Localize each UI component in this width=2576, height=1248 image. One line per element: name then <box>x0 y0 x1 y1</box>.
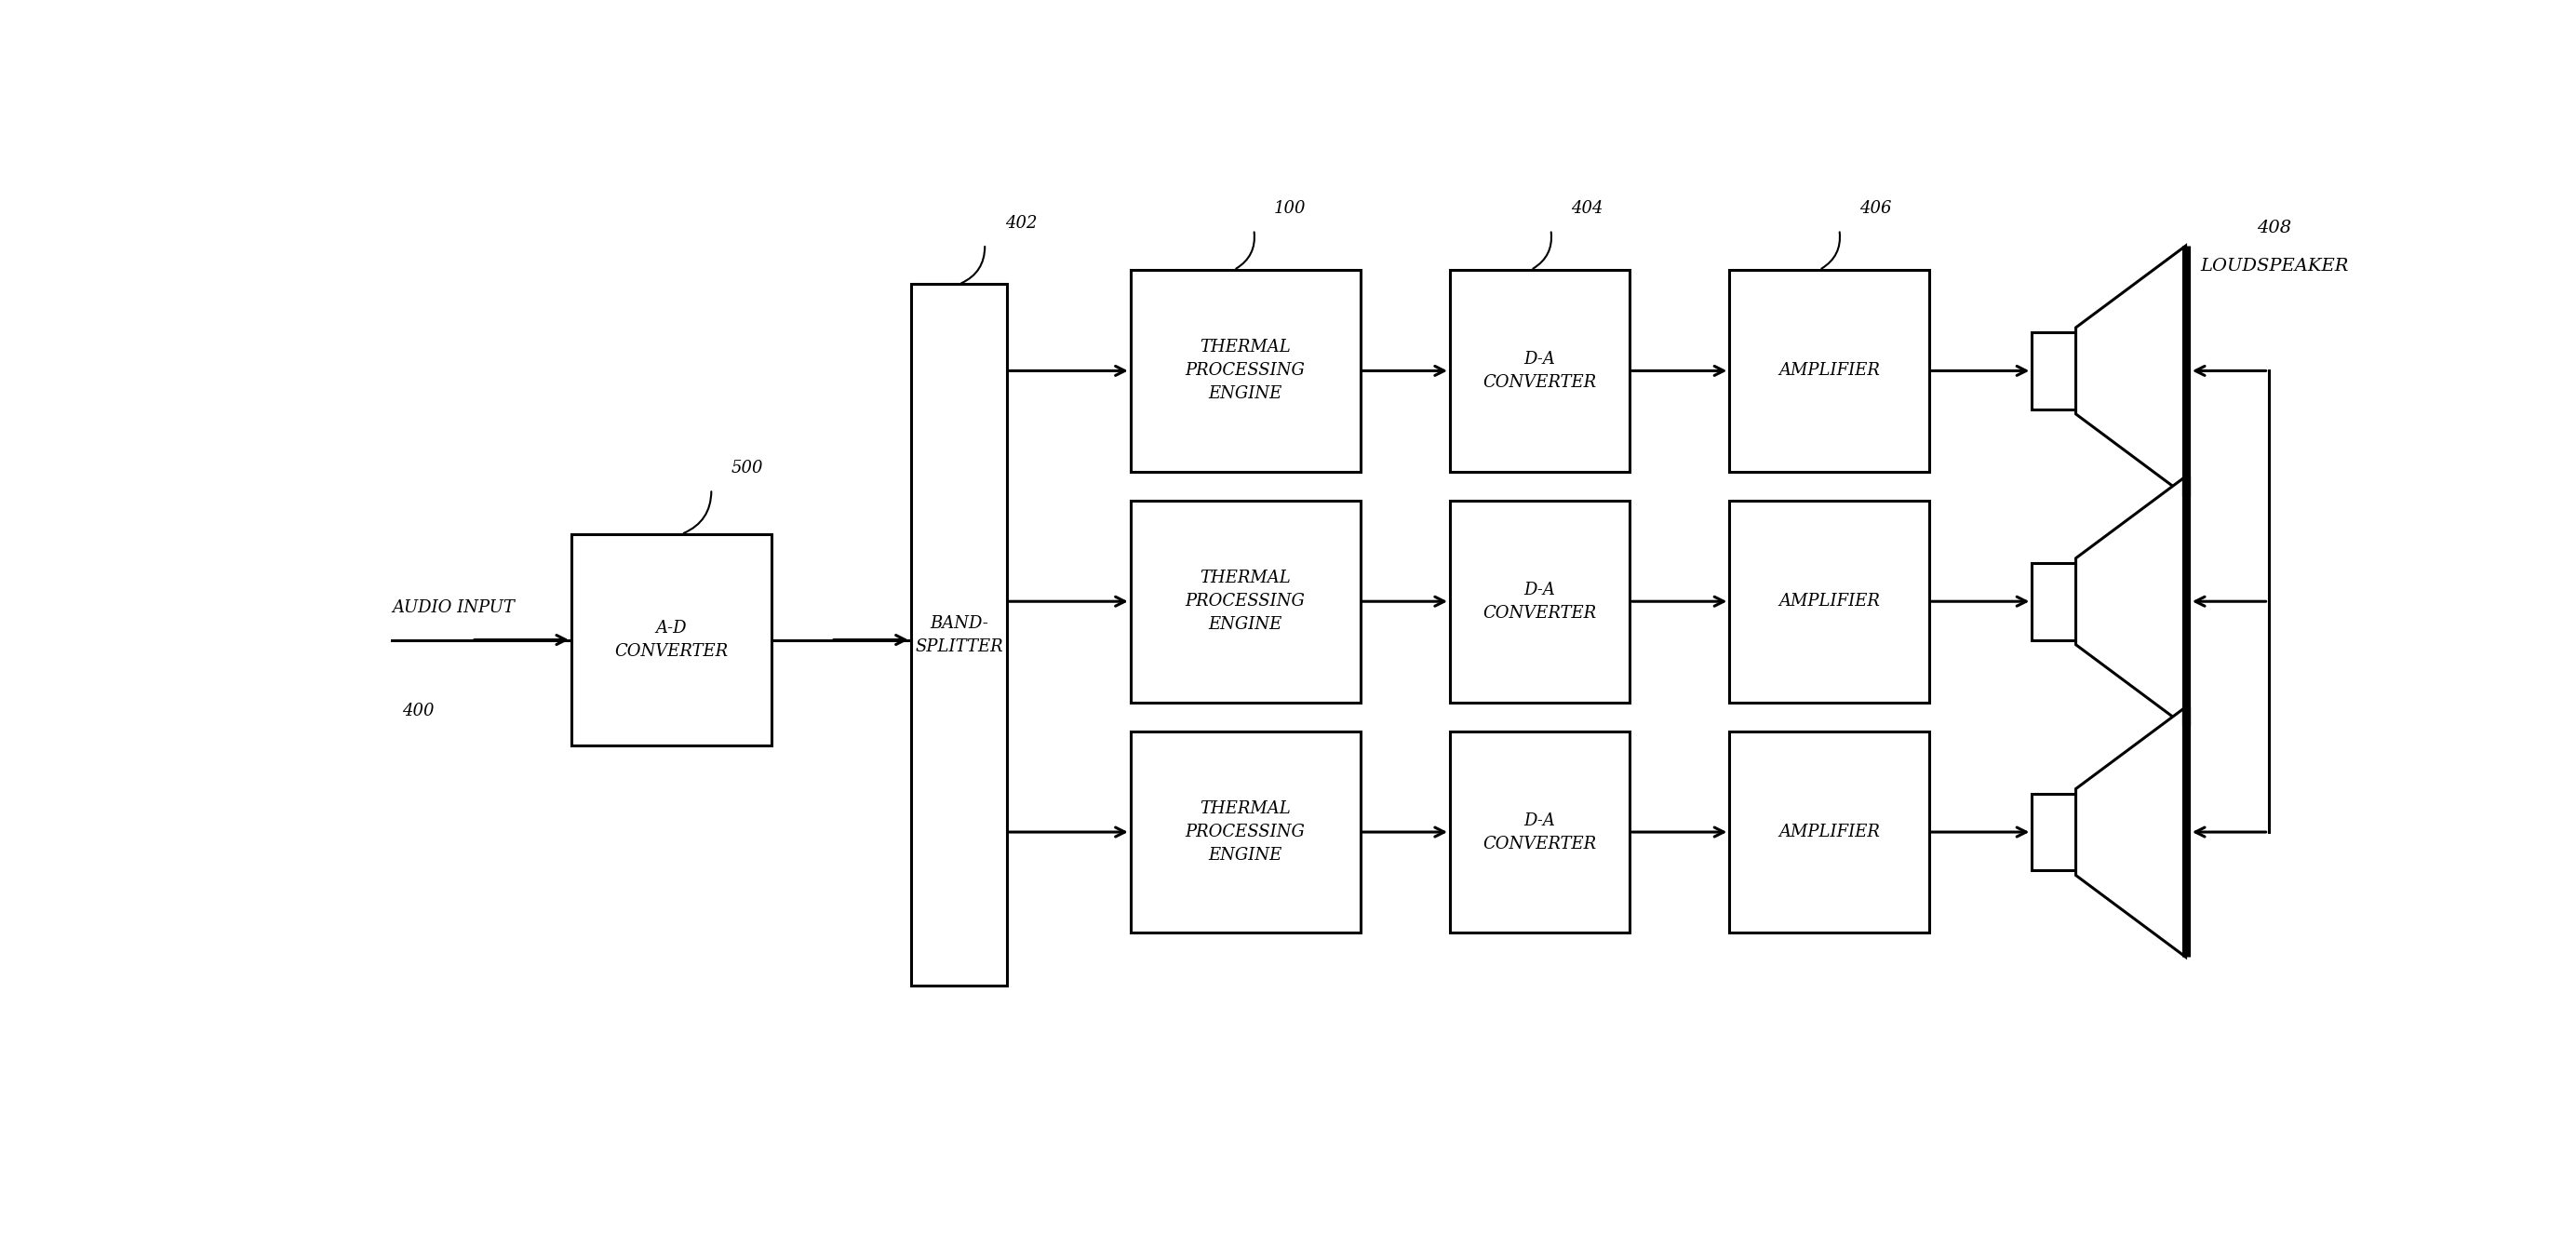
Text: AMPLIFIER: AMPLIFIER <box>1777 362 1880 379</box>
Bar <box>1450 731 1631 934</box>
Bar <box>912 285 1007 986</box>
Text: 400: 400 <box>402 703 433 719</box>
Text: AMPLIFIER: AMPLIFIER <box>1777 824 1880 840</box>
Text: 100: 100 <box>1273 200 1306 217</box>
Text: 404: 404 <box>1571 200 1602 217</box>
Bar <box>1450 270 1631 472</box>
Text: 402: 402 <box>1005 215 1038 231</box>
Text: D-A
CONVERTER: D-A CONVERTER <box>1484 582 1597 622</box>
Bar <box>1450 500 1631 703</box>
Text: THERMAL
PROCESSING
ENGINE: THERMAL PROCESSING ENGINE <box>1185 339 1306 402</box>
Polygon shape <box>2076 477 2184 726</box>
Bar <box>1131 731 1360 934</box>
Text: AMPLIFIER: AMPLIFIER <box>1777 593 1880 610</box>
Text: AUDIO INPUT: AUDIO INPUT <box>392 599 515 615</box>
Bar <box>1131 500 1360 703</box>
Text: 406: 406 <box>1860 200 1891 217</box>
Text: BAND-
SPLITTER: BAND- SPLITTER <box>914 615 1002 655</box>
Text: LOUDSPEAKER: LOUDSPEAKER <box>2200 258 2349 275</box>
Bar <box>2032 332 2076 409</box>
Text: A-D
CONVERTER: A-D CONVERTER <box>616 620 729 660</box>
Bar <box>1131 270 1360 472</box>
Text: D-A
CONVERTER: D-A CONVERTER <box>1484 351 1597 391</box>
Polygon shape <box>2076 246 2184 495</box>
Bar <box>1728 500 1929 703</box>
Bar <box>2032 563 2076 640</box>
Bar <box>1728 731 1929 934</box>
Text: THERMAL
PROCESSING
ENGINE: THERMAL PROCESSING ENGINE <box>1185 800 1306 864</box>
Bar <box>572 534 770 745</box>
Text: THERMAL
PROCESSING
ENGINE: THERMAL PROCESSING ENGINE <box>1185 570 1306 633</box>
Bar <box>1728 270 1929 472</box>
Bar <box>2032 794 2076 871</box>
Text: 408: 408 <box>2257 220 2293 236</box>
Polygon shape <box>2076 708 2184 957</box>
Text: D-A
CONVERTER: D-A CONVERTER <box>1484 812 1597 852</box>
Text: 500: 500 <box>732 459 762 477</box>
